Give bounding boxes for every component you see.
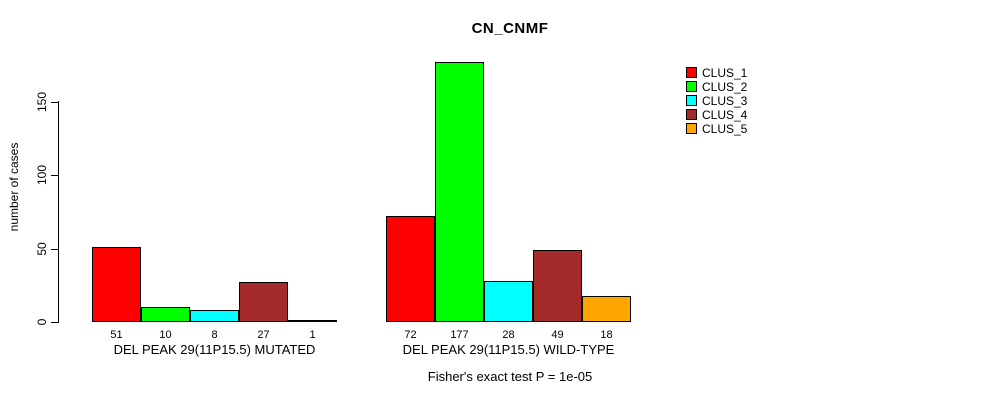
- bar-value-label: 8: [211, 329, 218, 341]
- footnote: Fisher's exact test P = 1e-05: [427, 369, 593, 384]
- legend-swatch-clus_4: [686, 109, 697, 120]
- legend-label-clus_2: CLUS_2: [702, 80, 748, 94]
- legend-swatch-clus_2: [686, 81, 697, 92]
- y-tick-label: 100: [35, 165, 49, 186]
- bar-clus_5-group2: [582, 295, 631, 322]
- x-axis-group-label: DEL PEAK 29(11P15.5) WILD-TYPE: [402, 342, 615, 357]
- legend-swatch-clus_1: [686, 67, 697, 78]
- y-tick-label: 0: [35, 318, 49, 326]
- legend-swatch-clus_3: [686, 95, 697, 106]
- y-tick-label: 150: [35, 91, 49, 112]
- legend-label-clus_5: CLUS_5: [702, 122, 748, 136]
- y-tick: [51, 248, 58, 250]
- bar-value-label: 28: [502, 329, 515, 341]
- bar-value-label: 51: [110, 329, 123, 341]
- bar-clus_3-group2: [484, 280, 533, 322]
- y-tick-label: 50: [35, 241, 49, 256]
- y-tick: [51, 175, 58, 177]
- bar-value-label: 10: [159, 329, 172, 341]
- bar-clus_2-group1: [141, 307, 190, 322]
- y-tick: [51, 322, 58, 323]
- bar-value-label: 72: [404, 329, 417, 341]
- bar-value-label: 1: [309, 329, 316, 341]
- legend-label-clus_4: CLUS_4: [702, 108, 748, 122]
- x-axis-group-label: DEL PEAK 29(11P15.5) MUTATED: [113, 342, 316, 357]
- bar-value-label: 177: [450, 329, 469, 341]
- chart-title: CN_CNMF: [471, 20, 549, 37]
- legend-swatch-clus_5: [686, 123, 697, 134]
- bar-value-label: 18: [600, 329, 613, 341]
- legend-label-clus_1: CLUS_1: [702, 66, 748, 80]
- bar-clus_1-group1: [92, 247, 141, 322]
- bar-clus_3-group1: [190, 310, 239, 322]
- bar-clus_1-group2: [386, 216, 435, 322]
- bar-value-label: 49: [551, 329, 564, 341]
- y-tick: [51, 101, 58, 103]
- bar-clus_4-group2: [533, 250, 582, 322]
- legend-label-clus_3: CLUS_3: [702, 94, 748, 108]
- y-axis-line: [58, 101, 59, 323]
- bar-value-label: 27: [257, 329, 270, 341]
- bar-clus_5-group1: [288, 320, 337, 322]
- bar-clus_4-group1: [239, 282, 288, 322]
- y-axis-label: number of cases: [7, 142, 21, 232]
- bar-clus_2-group2: [435, 62, 484, 322]
